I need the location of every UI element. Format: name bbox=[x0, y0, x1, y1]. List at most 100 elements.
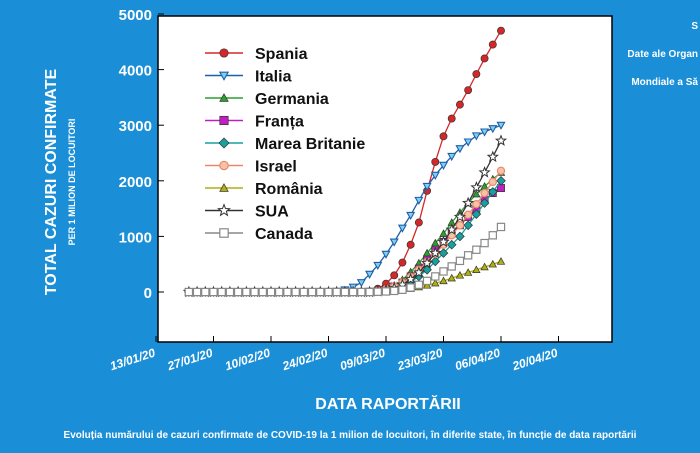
x-tick-label: 06/04/20 bbox=[453, 345, 502, 373]
source-note: S Date ale Organ Mondiale a Să bbox=[598, 6, 698, 104]
data-point bbox=[472, 199, 481, 209]
data-point bbox=[472, 265, 481, 273]
data-point bbox=[414, 280, 424, 289]
data-point bbox=[219, 183, 229, 192]
legend-label: România bbox=[255, 181, 323, 198]
data-point bbox=[439, 267, 448, 276]
data-point bbox=[184, 287, 194, 297]
data-point bbox=[398, 285, 407, 294]
data-point bbox=[430, 171, 440, 180]
data-point bbox=[455, 145, 465, 154]
data-point bbox=[389, 238, 399, 247]
y-axis: 0 1000 2000 3000 4000 5000 bbox=[119, 7, 164, 302]
legend-entry: Canada bbox=[205, 226, 313, 243]
series-canada bbox=[184, 222, 506, 297]
data-point bbox=[398, 258, 407, 267]
data-point bbox=[307, 287, 317, 297]
data-point bbox=[447, 152, 457, 162]
data-point bbox=[225, 287, 235, 297]
data-point bbox=[486, 150, 499, 163]
y-tick-label: 2000 bbox=[119, 174, 152, 191]
data-point bbox=[324, 287, 333, 297]
data-point bbox=[463, 268, 473, 276]
data-point bbox=[494, 134, 508, 146]
data-point bbox=[439, 276, 448, 285]
data-point bbox=[291, 287, 300, 297]
data-point bbox=[390, 271, 399, 280]
data-point bbox=[431, 278, 440, 287]
data-point bbox=[250, 287, 259, 297]
x-tick-label: 23/03/20 bbox=[395, 345, 445, 373]
data-point bbox=[496, 166, 506, 175]
y-axis-label: TOTAL CAZURI CONFIRMATE bbox=[43, 69, 60, 296]
data-point bbox=[488, 259, 497, 268]
source-note-line: S bbox=[691, 21, 698, 32]
data-point bbox=[421, 256, 434, 269]
y-axis-sublabel: PER 1 MILION DE LOCUITORI bbox=[67, 119, 77, 246]
data-point bbox=[429, 246, 442, 259]
data-point bbox=[381, 250, 391, 259]
data-point bbox=[266, 287, 276, 297]
data-point bbox=[453, 210, 467, 223]
data-point bbox=[447, 273, 456, 282]
data-point bbox=[201, 287, 210, 297]
data-point bbox=[406, 240, 415, 249]
data-point bbox=[472, 70, 481, 78]
data-point bbox=[480, 188, 489, 198]
data-point bbox=[455, 231, 465, 242]
data-point bbox=[219, 48, 229, 58]
data-point bbox=[455, 270, 465, 279]
data-point bbox=[365, 287, 374, 297]
data-point bbox=[463, 220, 473, 231]
data-point bbox=[422, 276, 432, 286]
y-tick-label: 0 bbox=[144, 285, 152, 302]
data-point bbox=[463, 251, 473, 260]
source-note-line: Date ale Organ bbox=[627, 49, 698, 60]
x-tick-label: 09/03/20 bbox=[338, 345, 387, 373]
data-point bbox=[455, 221, 465, 230]
data-point bbox=[447, 114, 456, 123]
legend-entry: Israel bbox=[205, 159, 297, 176]
data-point bbox=[414, 218, 423, 227]
data-point bbox=[242, 287, 251, 297]
data-point bbox=[461, 196, 475, 209]
data-point bbox=[275, 287, 284, 297]
data-point bbox=[283, 287, 292, 297]
data-point bbox=[422, 182, 432, 192]
legend-label: Israel bbox=[255, 159, 297, 176]
data-point bbox=[348, 287, 358, 297]
x-tick-label: 13/01/20 bbox=[108, 345, 157, 373]
data-point bbox=[414, 196, 424, 205]
data-point bbox=[332, 287, 341, 297]
data-point bbox=[390, 286, 399, 296]
data-point bbox=[340, 287, 350, 297]
data-point bbox=[455, 100, 464, 109]
data-point bbox=[406, 283, 415, 292]
data-point bbox=[219, 115, 229, 126]
data-point bbox=[488, 125, 498, 134]
data-point bbox=[488, 231, 497, 240]
x-tick-label: 24/02/20 bbox=[280, 345, 330, 373]
data-point bbox=[437, 235, 450, 248]
data-point bbox=[431, 238, 440, 247]
y-tick-label: 4000 bbox=[119, 63, 152, 80]
data-point bbox=[218, 71, 230, 81]
data-point bbox=[219, 160, 229, 171]
data-point bbox=[496, 222, 506, 232]
data-point bbox=[455, 256, 465, 266]
legend-entry: Franța bbox=[205, 114, 304, 131]
legend-label: Franța bbox=[255, 114, 304, 131]
data-point bbox=[430, 256, 441, 267]
data-point bbox=[487, 187, 498, 197]
chart-caption: Evoluția numărului de cazuri confirmate … bbox=[63, 430, 637, 441]
x-tick-label: 27/01/20 bbox=[165, 345, 215, 373]
data-point bbox=[478, 165, 491, 178]
data-point bbox=[496, 175, 506, 186]
x-tick-label: 20/04/20 bbox=[510, 345, 560, 373]
legend-entry: Germania bbox=[205, 91, 329, 108]
y-tick-label: 3000 bbox=[119, 118, 152, 135]
data-point bbox=[496, 121, 506, 130]
data-point bbox=[464, 86, 473, 95]
data-point bbox=[258, 287, 267, 297]
data-point bbox=[412, 266, 426, 278]
